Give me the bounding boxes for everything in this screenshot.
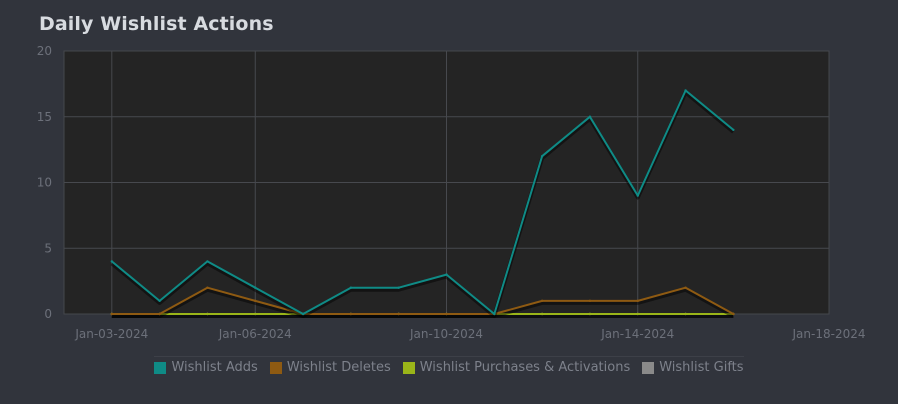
data-point (397, 286, 400, 289)
series-line (111, 286, 734, 315)
data-point (732, 312, 735, 316)
data-point (158, 299, 161, 303)
legend-label: Wishlist Purchases & Activations (419, 360, 631, 375)
data-point (301, 312, 305, 316)
data-point (684, 286, 687, 289)
data-point (397, 312, 400, 316)
data-point (445, 273, 448, 276)
data-point (493, 312, 496, 316)
data-point (732, 128, 735, 132)
legend-swatch (642, 361, 655, 374)
data-point (684, 312, 687, 316)
data-point (254, 299, 257, 303)
data-point (110, 312, 114, 316)
y-tick-label: 20 (37, 44, 52, 58)
data-point (540, 299, 544, 303)
legend-item[interactable]: Wishlist Deletes (269, 360, 391, 375)
y-tick-label: 10 (37, 176, 52, 190)
data-point (349, 286, 353, 289)
data-point (540, 312, 544, 316)
legend-items: Wishlist Adds Wishlist Deletes Wishlist Pu… (154, 356, 744, 375)
data-point (588, 115, 592, 118)
y-tick-label: 0 (44, 307, 52, 321)
legend-item[interactable]: Wishlist Adds (154, 360, 258, 375)
data-point (110, 260, 114, 263)
series-line (111, 89, 735, 315)
x-tick-label: Jan-14-2024 (600, 327, 674, 341)
x-tick-label: Jan-06-2024 (218, 327, 292, 341)
legend-item[interactable]: Wishlist Purchases & Activations (402, 360, 631, 375)
legend-swatch (269, 361, 282, 374)
data-point (254, 312, 257, 316)
legend-item[interactable]: Wishlist Gifts (642, 360, 744, 375)
legend: Wishlist Adds Wishlist Deletes Wishlist Pu… (0, 356, 898, 375)
y-tick-label: 5 (44, 241, 52, 255)
legend-label: Wishlist Deletes (286, 360, 391, 375)
data-point (206, 260, 209, 263)
data-point (445, 312, 448, 316)
series-1 (110, 286, 735, 318)
x-tick-label: Jan-03-2024 (74, 327, 148, 341)
series-line-shadow (110, 90, 735, 318)
data-point (254, 286, 257, 289)
data-point (206, 312, 209, 316)
legend-swatch (402, 361, 415, 374)
data-point (349, 312, 353, 316)
data-point (636, 194, 639, 197)
data-point (636, 299, 639, 303)
data-point (588, 312, 592, 316)
chart-title: Daily Wishlist Actions (39, 13, 274, 35)
legend-swatch (154, 361, 167, 374)
x-tick-label: Jan-18-2024 (792, 327, 866, 341)
data-point (636, 312, 639, 316)
data-point (540, 155, 544, 158)
legend-label: Wishlist Adds (171, 360, 258, 375)
series-line-shadow (111, 287, 735, 318)
data-point (684, 89, 687, 92)
data-point (158, 312, 161, 316)
y-tick-label: 15 (37, 110, 52, 124)
x-tick-label: Jan-10-2024 (409, 327, 483, 341)
data-point (206, 286, 209, 289)
data-point (588, 299, 592, 303)
legend-label: Wishlist Gifts (659, 360, 744, 375)
series-0 (110, 89, 735, 318)
